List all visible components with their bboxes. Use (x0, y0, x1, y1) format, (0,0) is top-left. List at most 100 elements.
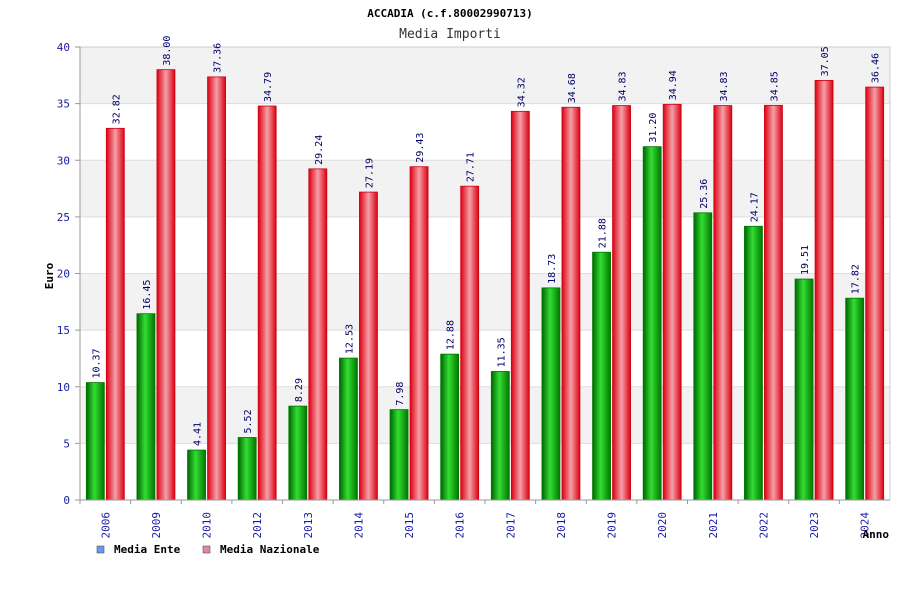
data-label: 34.83 (618, 71, 629, 101)
bar-media-ente-2013 (288, 405, 308, 501)
data-label: 24.17 (749, 192, 760, 222)
y-tick-label: 15 (57, 324, 70, 337)
data-label: 8.29 (294, 378, 305, 402)
bar-media-ente-2017 (490, 371, 510, 501)
bar-media-nazionale-2006 (105, 127, 125, 501)
data-label: 10.37 (91, 348, 102, 378)
x-tick-label: 2009 (150, 512, 163, 539)
legend-label-media-ente: Media Ente (114, 543, 181, 556)
bar-media-ente-2014 (339, 357, 358, 501)
y-axis: 0 5 10 15 20 25 30 35 40 (57, 41, 81, 507)
bar-media-nazionale-2015 (409, 166, 429, 501)
data-label: 36.46 (871, 53, 882, 83)
data-label: 18.73 (547, 254, 558, 284)
bar-media-ente-2020 (642, 146, 662, 501)
x-tick-label: 2021 (707, 512, 720, 539)
data-label: 34.32 (516, 77, 527, 107)
data-label: 27.19 (364, 158, 375, 188)
x-tick-label: 2017 (504, 512, 517, 539)
data-label: 37.36 (213, 43, 224, 73)
data-label: 34.68 (567, 73, 578, 103)
bar-media-ente-2018 (541, 287, 561, 501)
bar-media-nazionale-2021 (713, 105, 733, 501)
y-tick-label: 0 (63, 494, 70, 507)
data-label: 4.41 (193, 422, 204, 446)
bar-media-nazionale-2010 (207, 76, 226, 501)
y-tick-label: 5 (63, 437, 70, 450)
legend-swatch-media-nazionale (202, 545, 211, 554)
x-axis: 2006 2009 2010 2012 2013 2014 2015 2016 2017 2018… (79, 499, 890, 539)
bar-media-ente-2010 (187, 449, 206, 501)
y-tick-label: 40 (57, 41, 70, 54)
bar-media-nazionale-2016 (460, 185, 480, 501)
bar-media-ente-2022 (744, 225, 763, 501)
bar-media-ente-2024 (845, 297, 865, 501)
bar-media-nazionale-2014 (359, 191, 378, 501)
data-label: 34.83 (719, 71, 730, 101)
bar-media-nazionale-2013 (308, 168, 328, 501)
x-tick-label: 2019 (606, 512, 619, 539)
bar-media-nazionale-2018 (561, 106, 581, 501)
x-tick-label: 2022 (757, 512, 770, 539)
legend: Media Ente Media Nazionale (96, 543, 320, 556)
data-label: 5.52 (243, 409, 254, 433)
bar-media-ente-2023 (794, 278, 814, 501)
chart-subtitle: Media Importi (399, 27, 501, 42)
data-label: 21.88 (598, 218, 609, 248)
y-tick-label: 30 (57, 154, 70, 167)
bar-media-nazionale-2023 (814, 80, 834, 501)
data-label: 29.24 (314, 135, 325, 165)
data-label: 29.43 (415, 133, 426, 163)
bar-media-ente-2012 (237, 437, 257, 501)
y-tick-label: 35 (57, 98, 70, 111)
chart-title: ACCADIA (c.f.80002990713) (367, 7, 533, 20)
x-tick-label: 2010 (201, 512, 214, 539)
data-label: 12.53 (344, 324, 355, 354)
data-label: 32.82 (111, 94, 122, 124)
bar-media-ente-2019 (592, 251, 611, 501)
x-tick-label: 2023 (808, 512, 821, 539)
bar-media-nazionale-2009 (156, 69, 176, 501)
y-tick-label: 25 (57, 211, 70, 224)
bar-media-nazionale-2020 (662, 103, 682, 501)
data-label: 12.88 (446, 320, 457, 350)
data-label: 25.36 (699, 179, 710, 209)
data-label: 11.35 (496, 337, 507, 367)
data-label: 7.98 (395, 382, 406, 406)
x-tick-label: 2024 (859, 512, 872, 539)
bar-media-ente-2021 (693, 212, 713, 501)
x-tick-label: 2014 (352, 512, 365, 539)
data-label: 37.05 (820, 46, 831, 76)
legend-label-media-nazionale: Media Nazionale (220, 543, 320, 556)
data-label: 27.71 (466, 152, 477, 182)
y-tick-label: 20 (57, 268, 70, 281)
data-label: 34.94 (668, 70, 679, 100)
data-label: 34.79 (263, 72, 274, 102)
data-label: 31.20 (648, 113, 659, 143)
bar-media-nazionale-2024 (865, 86, 885, 501)
bars-group: 10.37 32.82 16.45 38.00 4.41 37.36 5.52 34.79 8.… (85, 36, 885, 501)
bar-media-nazionale-2022 (764, 104, 783, 501)
bar-media-nazionale-2017 (510, 110, 530, 501)
x-tick-label: 2012 (251, 512, 264, 539)
x-tick-label: 2006 (99, 512, 112, 539)
bar-media-ente-2016 (440, 353, 460, 501)
data-label: 34.85 (769, 71, 780, 101)
data-label: 19.51 (800, 245, 811, 275)
bar-media-nazionale-2012 (257, 105, 277, 501)
x-tick-label: 2016 (454, 512, 467, 539)
bar-media-ente-2015 (389, 409, 409, 501)
bar-media-ente-2009 (136, 313, 156, 501)
bar-media-ente-2006 (85, 382, 105, 501)
x-axis-label: Anno (863, 528, 890, 541)
x-tick-label: 2018 (555, 512, 568, 539)
y-tick-label: 10 (57, 381, 70, 394)
x-tick-label: 2013 (302, 512, 315, 539)
data-label: 38.00 (162, 36, 173, 66)
data-label: 16.45 (142, 280, 153, 310)
bar-media-nazionale-2019 (612, 105, 631, 501)
legend-swatch-media-ente (96, 545, 105, 554)
x-tick-label: 2020 (656, 512, 669, 539)
